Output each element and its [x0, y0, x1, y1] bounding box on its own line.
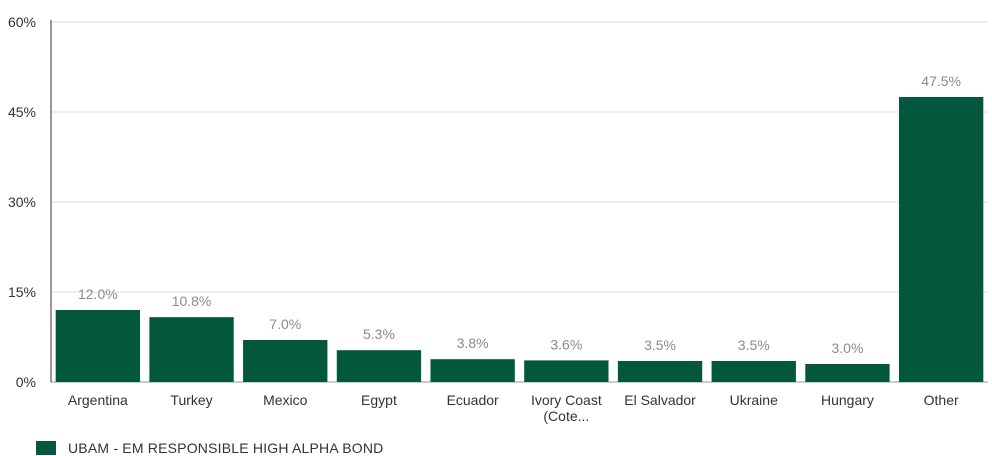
x-tick-label: Turkey	[170, 392, 212, 408]
bar	[617, 361, 703, 382]
x-tick-label: El Salvador	[624, 392, 696, 408]
x-tick-label-line: Other	[924, 392, 959, 408]
data-label: 3.6%	[550, 336, 582, 352]
data-label: 3.5%	[644, 337, 676, 353]
x-tick-label-line: Ecuador	[447, 392, 499, 408]
y-tick-label: 45%	[8, 104, 36, 120]
bar	[898, 97, 984, 382]
x-tick-label-line: Mexico	[263, 392, 308, 408]
legend-swatch	[36, 441, 56, 455]
y-tick-label: 15%	[8, 284, 36, 300]
x-tick-label-line: Ukraine	[730, 392, 778, 408]
x-tick-label: Mexico	[263, 392, 308, 408]
bar	[805, 364, 890, 382]
data-label: 5.3%	[363, 326, 395, 342]
x-tick-label: Hungary	[821, 392, 874, 408]
y-tick-label: 0%	[16, 374, 36, 390]
data-label: 3.8%	[457, 335, 489, 351]
bar	[149, 317, 234, 382]
y-tick-label: 30%	[8, 194, 36, 210]
x-tick-label-line: Turkey	[170, 392, 212, 408]
bar	[243, 340, 328, 382]
x-tick-label: Ivory Coast (Cote...	[531, 392, 602, 424]
data-label: 12.0%	[78, 286, 118, 302]
x-tick-label-line: Ivory Coast	[531, 392, 602, 408]
x-tick-label: Egypt	[361, 392, 397, 408]
y-tick-label: 60%	[8, 14, 36, 30]
data-label: 47.5%	[921, 73, 961, 89]
bar	[336, 350, 422, 382]
chart-legend: UBAM - EM RESPONSIBLE HIGH ALPHA BOND	[36, 440, 383, 456]
data-label: 7.0%	[269, 316, 301, 332]
bar	[524, 360, 609, 382]
bar	[430, 359, 515, 382]
data-label: 10.8%	[172, 293, 212, 309]
bar-chart: 0% 15% 30% 45% 60% 12.0% Argentina 10.8% Turkey 7…	[8, 14, 988, 424]
x-tick-label: Ecuador	[447, 392, 499, 408]
x-tick-label: Ukraine	[730, 392, 778, 408]
x-tick-label-line: Egypt	[361, 392, 397, 408]
x-tick-label: Other	[924, 392, 959, 408]
bar	[55, 310, 141, 382]
bar	[711, 361, 796, 382]
x-tick-label-line: (Cote...	[543, 408, 589, 424]
x-tick-label: Argentina	[68, 392, 128, 408]
x-tick-label-line: El Salvador	[624, 392, 696, 408]
data-label: 3.5%	[738, 337, 770, 353]
legend-label: UBAM - EM RESPONSIBLE HIGH ALPHA BOND	[68, 440, 384, 456]
x-tick-label-line: Argentina	[68, 392, 128, 408]
data-label: 3.0%	[831, 340, 863, 356]
x-tick-label-line: Hungary	[821, 392, 874, 408]
